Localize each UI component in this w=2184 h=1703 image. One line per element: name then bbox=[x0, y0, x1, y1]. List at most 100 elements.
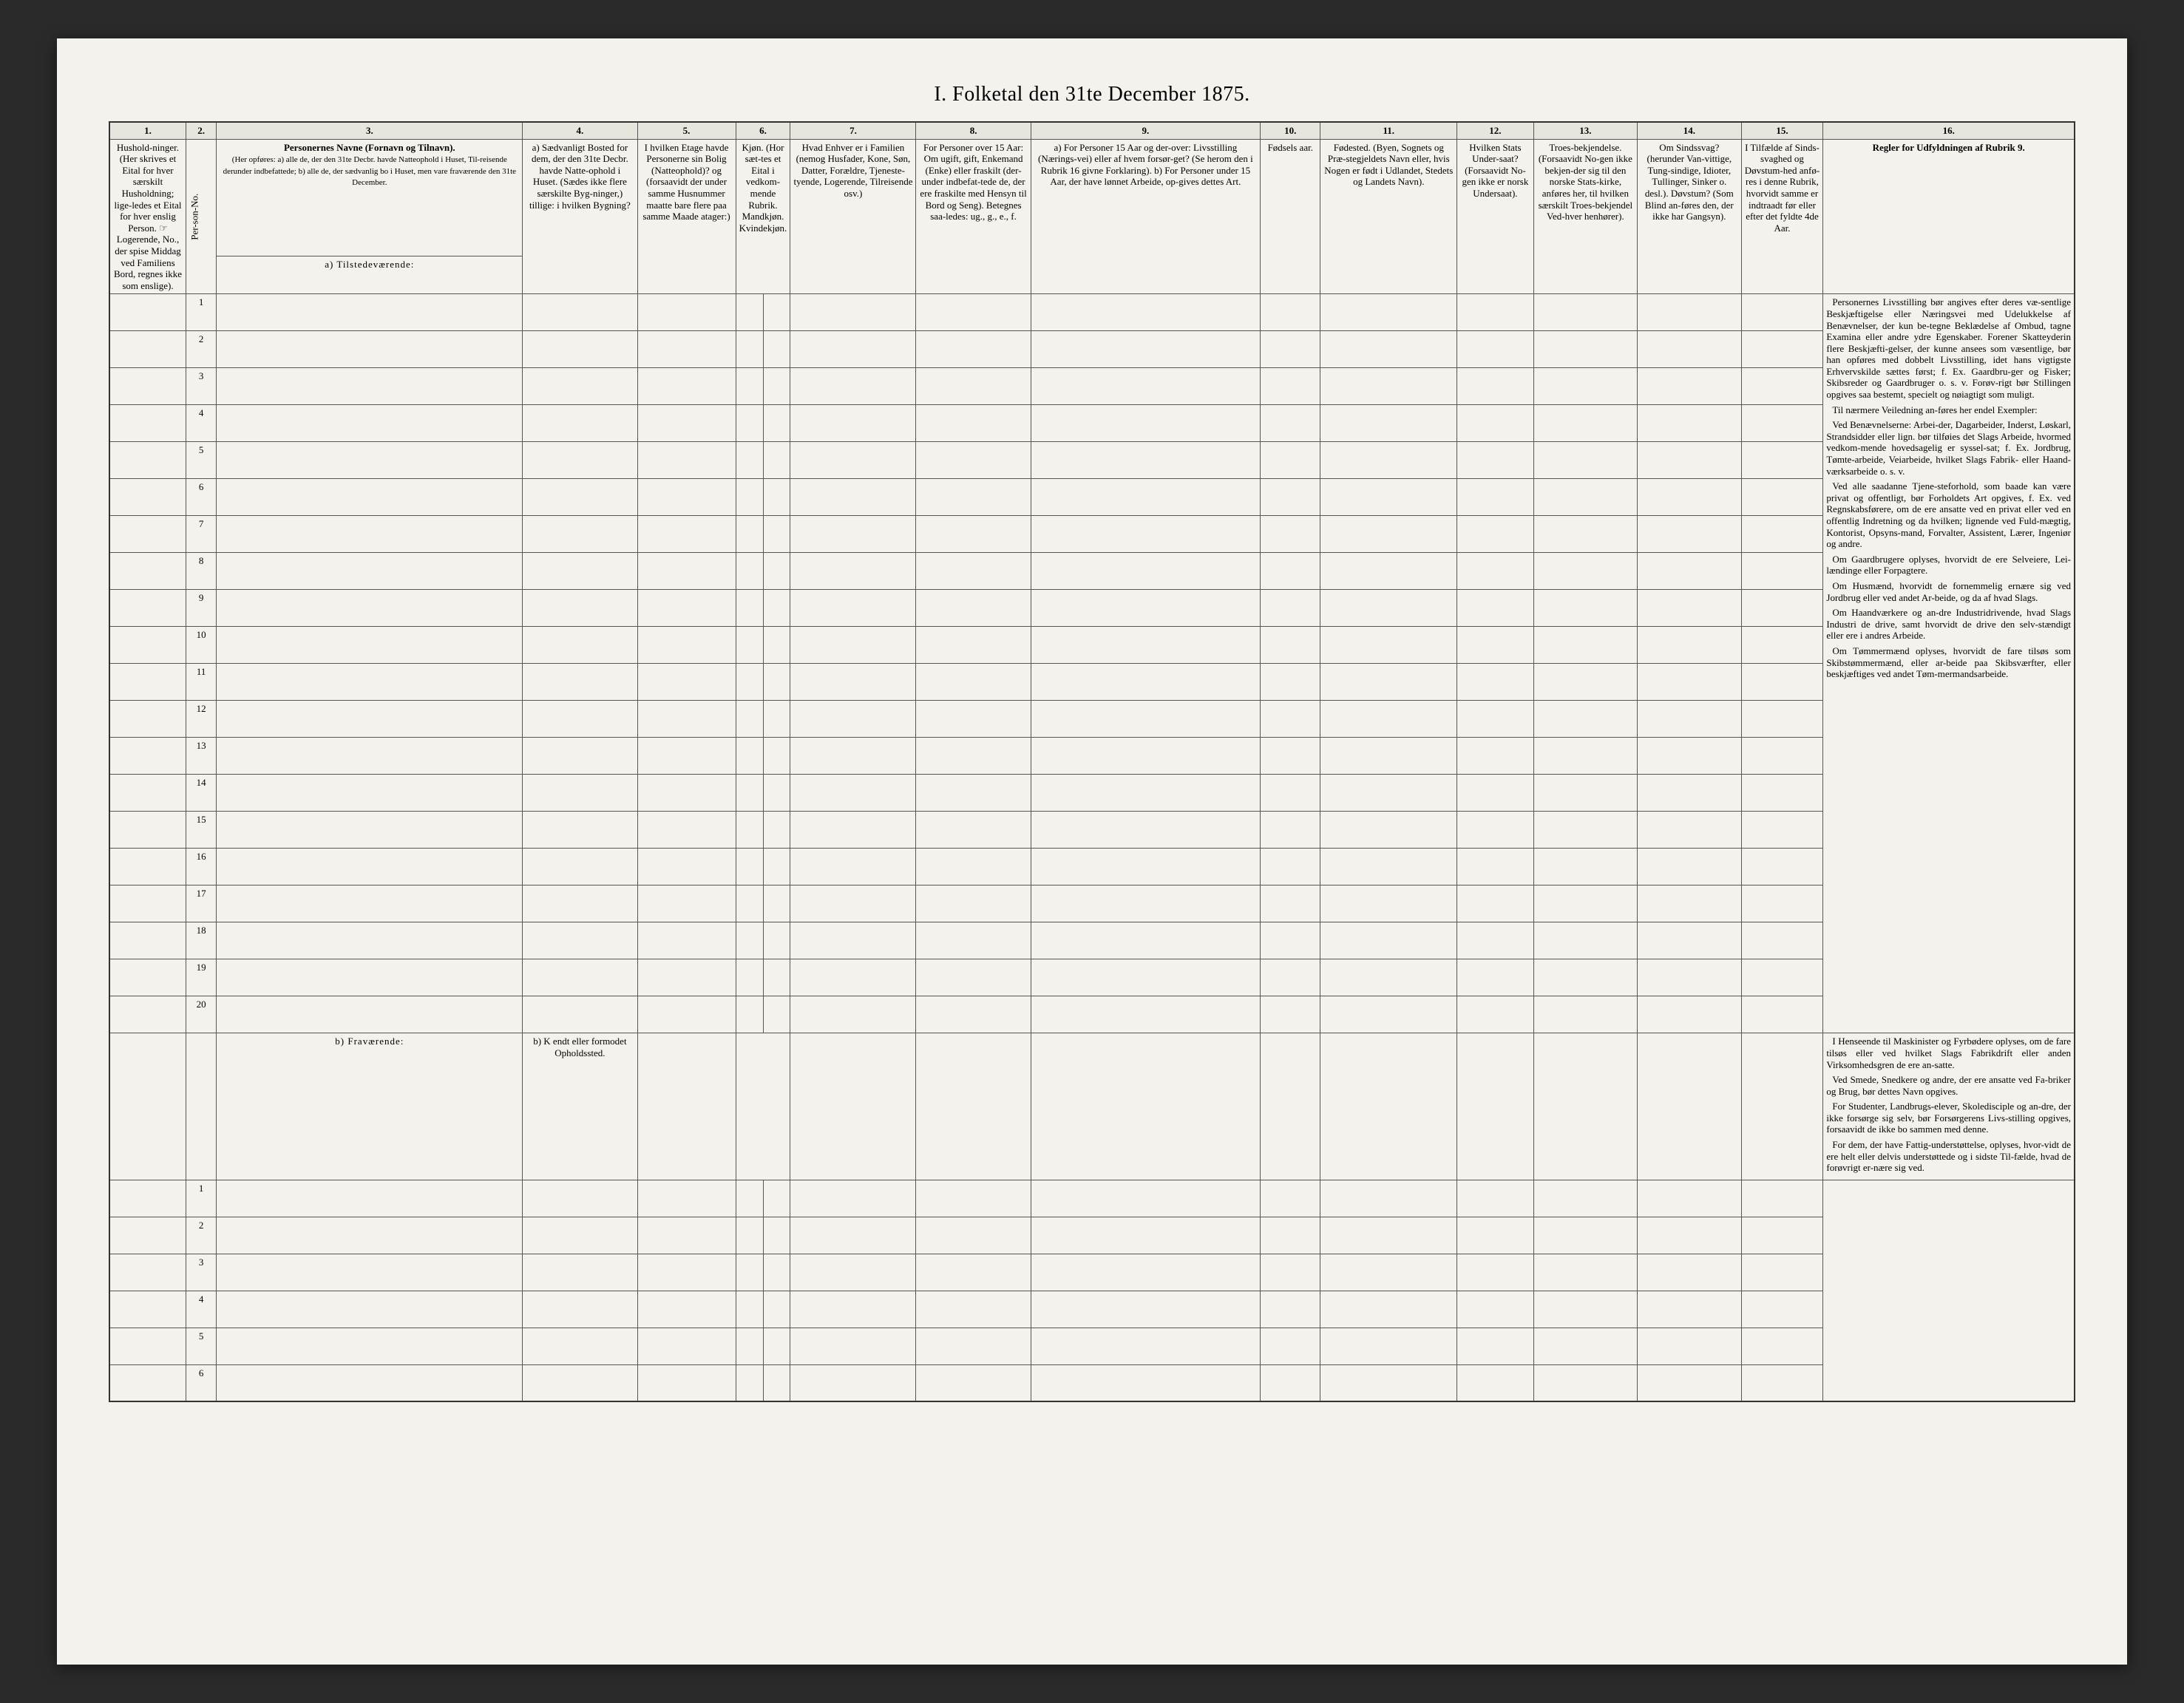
row-number: 6 bbox=[186, 479, 216, 516]
row-number: 17 bbox=[186, 886, 216, 922]
instruction-paragraph: Om Gaardbrugere oplyses, hvorvidt de ere… bbox=[1826, 554, 2071, 577]
row-number: 3 bbox=[186, 1254, 216, 1291]
header-col13: Troes-bekjendelse. (Forsaavidt No-gen ik… bbox=[1533, 139, 1637, 294]
row-number: 10 bbox=[186, 627, 216, 664]
instruction-paragraph: I Henseende til Maskinister og Fyrbødere… bbox=[1826, 1036, 2071, 1070]
instruction-paragraph: For dem, der have Fattig-understøttelse,… bbox=[1826, 1139, 2071, 1174]
table-row: 20 bbox=[109, 996, 2075, 1033]
table-row: 16 bbox=[109, 849, 2075, 886]
instructions-bottom: I Henseende til Maskinister og Fyrbødere… bbox=[1823, 1033, 2075, 1180]
col-num-1: 1. bbox=[109, 122, 186, 139]
table-row: 1 bbox=[109, 1180, 2075, 1217]
header-col16-title: Regler for Udfyldningen af Rubrik 9. bbox=[1873, 142, 2025, 153]
row-number: 1 bbox=[186, 1180, 216, 1217]
section-b-note: b) K endt eller formodet Opholdssted. bbox=[523, 1033, 637, 1180]
header-col10: Fødsels aar. bbox=[1261, 139, 1320, 294]
col-num-7: 7. bbox=[790, 122, 916, 139]
table-row: 4 bbox=[109, 405, 2075, 442]
instruction-paragraph: Ved Smede, Snedkere og andre, der ere an… bbox=[1826, 1074, 2071, 1097]
row-number: 19 bbox=[186, 959, 216, 996]
table-row: 5 bbox=[109, 1328, 2075, 1364]
section-b-label-row: b) Fraværende: b) K endt eller formodet … bbox=[109, 1033, 2075, 1180]
table-row: 3 bbox=[109, 368, 2075, 405]
row-number: 9 bbox=[186, 590, 216, 627]
col-num-8: 8. bbox=[916, 122, 1031, 139]
row-number: 14 bbox=[186, 775, 216, 812]
header-col11: Fødested. (Byen, Sognets og Præ-stegjeld… bbox=[1320, 139, 1457, 294]
header-col15: I Tilfælde af Sinds-svaghed og Døvstum-h… bbox=[1741, 139, 1823, 294]
instruction-paragraph: Om Husmænd, hvorvidt de fornemmelig ernæ… bbox=[1826, 580, 2071, 603]
table-row: 2 bbox=[109, 1217, 2075, 1254]
col-num-11: 11. bbox=[1320, 122, 1457, 139]
table-row: 4 bbox=[109, 1291, 2075, 1328]
row-number: 6 bbox=[186, 1364, 216, 1401]
col-num-14: 14. bbox=[1638, 122, 1741, 139]
instruction-paragraph: Personernes Livsstilling bør angives eft… bbox=[1826, 296, 2071, 400]
header-col16: Regler for Udfyldningen af Rubrik 9. bbox=[1823, 139, 2075, 294]
instruction-paragraph: Om Haandværkere og an-dre Industridriven… bbox=[1826, 607, 2071, 642]
row-number: 18 bbox=[186, 922, 216, 959]
header-col9: a) For Personer 15 Aar og der-over: Livs… bbox=[1031, 139, 1260, 294]
col-num-10: 10. bbox=[1261, 122, 1320, 139]
instruction-paragraph: Om Tømmermænd oplyses, hvorvidt de fare … bbox=[1826, 645, 2071, 680]
table-row: 6 bbox=[109, 1364, 2075, 1401]
col-num-13: 13. bbox=[1533, 122, 1637, 139]
instruction-paragraph: Ved Benævnelserne: Arbei-der, Dagarbeide… bbox=[1826, 419, 2071, 477]
row-number: 13 bbox=[186, 738, 216, 775]
table-row: 8 bbox=[109, 553, 2075, 590]
header-col1: Hushold-ninger. (Her skrives et Eital fo… bbox=[109, 139, 186, 294]
instruction-paragraph: Ved alle saadanne Tjene-steforhold, som … bbox=[1826, 480, 2071, 550]
col-num-5: 5. bbox=[637, 122, 736, 139]
table-row: 13 bbox=[109, 738, 2075, 775]
header-col3: Personernes Navne (Fornavn og Tilnavn). … bbox=[217, 139, 523, 256]
table-row: 9 bbox=[109, 590, 2075, 627]
row-number: 7 bbox=[186, 516, 216, 553]
instruction-paragraph: Til nærmere Veiledning an-føres her ende… bbox=[1826, 404, 2071, 416]
row-number: 4 bbox=[186, 405, 216, 442]
table-row: 7 bbox=[109, 516, 2075, 553]
header-row: Hushold-ninger. (Her skrives et Eital fo… bbox=[109, 139, 2075, 256]
table-row: 18 bbox=[109, 922, 2075, 959]
table-row: 6 bbox=[109, 479, 2075, 516]
document-page: I. Folketal den 31te December 1875. 1. 2… bbox=[57, 38, 2127, 1665]
main-title: I. Folketal den 31te December 1875. bbox=[109, 83, 2075, 106]
header-col4: a) Sædvanligt Bosted for dem, der den 31… bbox=[523, 139, 637, 294]
table-row: 1Personernes Livsstilling bør angives ef… bbox=[109, 294, 2075, 331]
table-row: 2 bbox=[109, 331, 2075, 368]
header-col14: Om Sindssvag? (herunder Van-vittige, Tun… bbox=[1638, 139, 1741, 294]
table-row: 14 bbox=[109, 775, 2075, 812]
census-table: 1. 2. 3. 4. 5. 6. 7. 8. 9. 10. 11. 12. 1… bbox=[109, 121, 2075, 1402]
col-num-2: 2. bbox=[186, 122, 216, 139]
col-num-4: 4. bbox=[523, 122, 637, 139]
row-number: 2 bbox=[186, 331, 216, 368]
col-num-9: 9. bbox=[1031, 122, 1260, 139]
row-number: 8 bbox=[186, 553, 216, 590]
instructions-column: Personernes Livsstilling bør angives eft… bbox=[1823, 294, 2075, 1033]
table-row: 3 bbox=[109, 1254, 2075, 1291]
row-number: 11 bbox=[186, 664, 216, 701]
section-b-label: b) Fraværende: bbox=[217, 1033, 523, 1180]
section-a-label: a) Tilstedeværende: bbox=[217, 256, 523, 294]
col-num-15: 15. bbox=[1741, 122, 1823, 139]
col-num-12: 12. bbox=[1457, 122, 1533, 139]
table-row: 12 bbox=[109, 701, 2075, 738]
row-number: 1 bbox=[186, 294, 216, 331]
row-number: 20 bbox=[186, 996, 216, 1033]
row-number: 2 bbox=[186, 1217, 216, 1254]
header-col12: Hvilken Stats Under-saat? (Forsaavidt No… bbox=[1457, 139, 1533, 294]
header-col2: Per-son-No. bbox=[186, 139, 216, 294]
table-row: 19 bbox=[109, 959, 2075, 996]
section-b-rows: 123456 bbox=[109, 1180, 2075, 1401]
table-row: 5 bbox=[109, 442, 2075, 479]
table-row: 11 bbox=[109, 664, 2075, 701]
column-number-row: 1. 2. 3. 4. 5. 6. 7. 8. 9. 10. 11. 12. 1… bbox=[109, 122, 2075, 139]
row-number: 5 bbox=[186, 442, 216, 479]
row-number: 15 bbox=[186, 812, 216, 849]
col-num-6: 6. bbox=[736, 122, 790, 139]
col-num-3: 3. bbox=[217, 122, 523, 139]
header-col6: Kjøn. (Hor sæt-tes et Eital i vedkom-men… bbox=[736, 139, 790, 294]
table-row: 15 bbox=[109, 812, 2075, 849]
row-number: 4 bbox=[186, 1291, 216, 1328]
section-a-rows: 1 Personernes Livsstilling bør angives ef… bbox=[109, 294, 2075, 1033]
table-row: 10 bbox=[109, 627, 2075, 664]
